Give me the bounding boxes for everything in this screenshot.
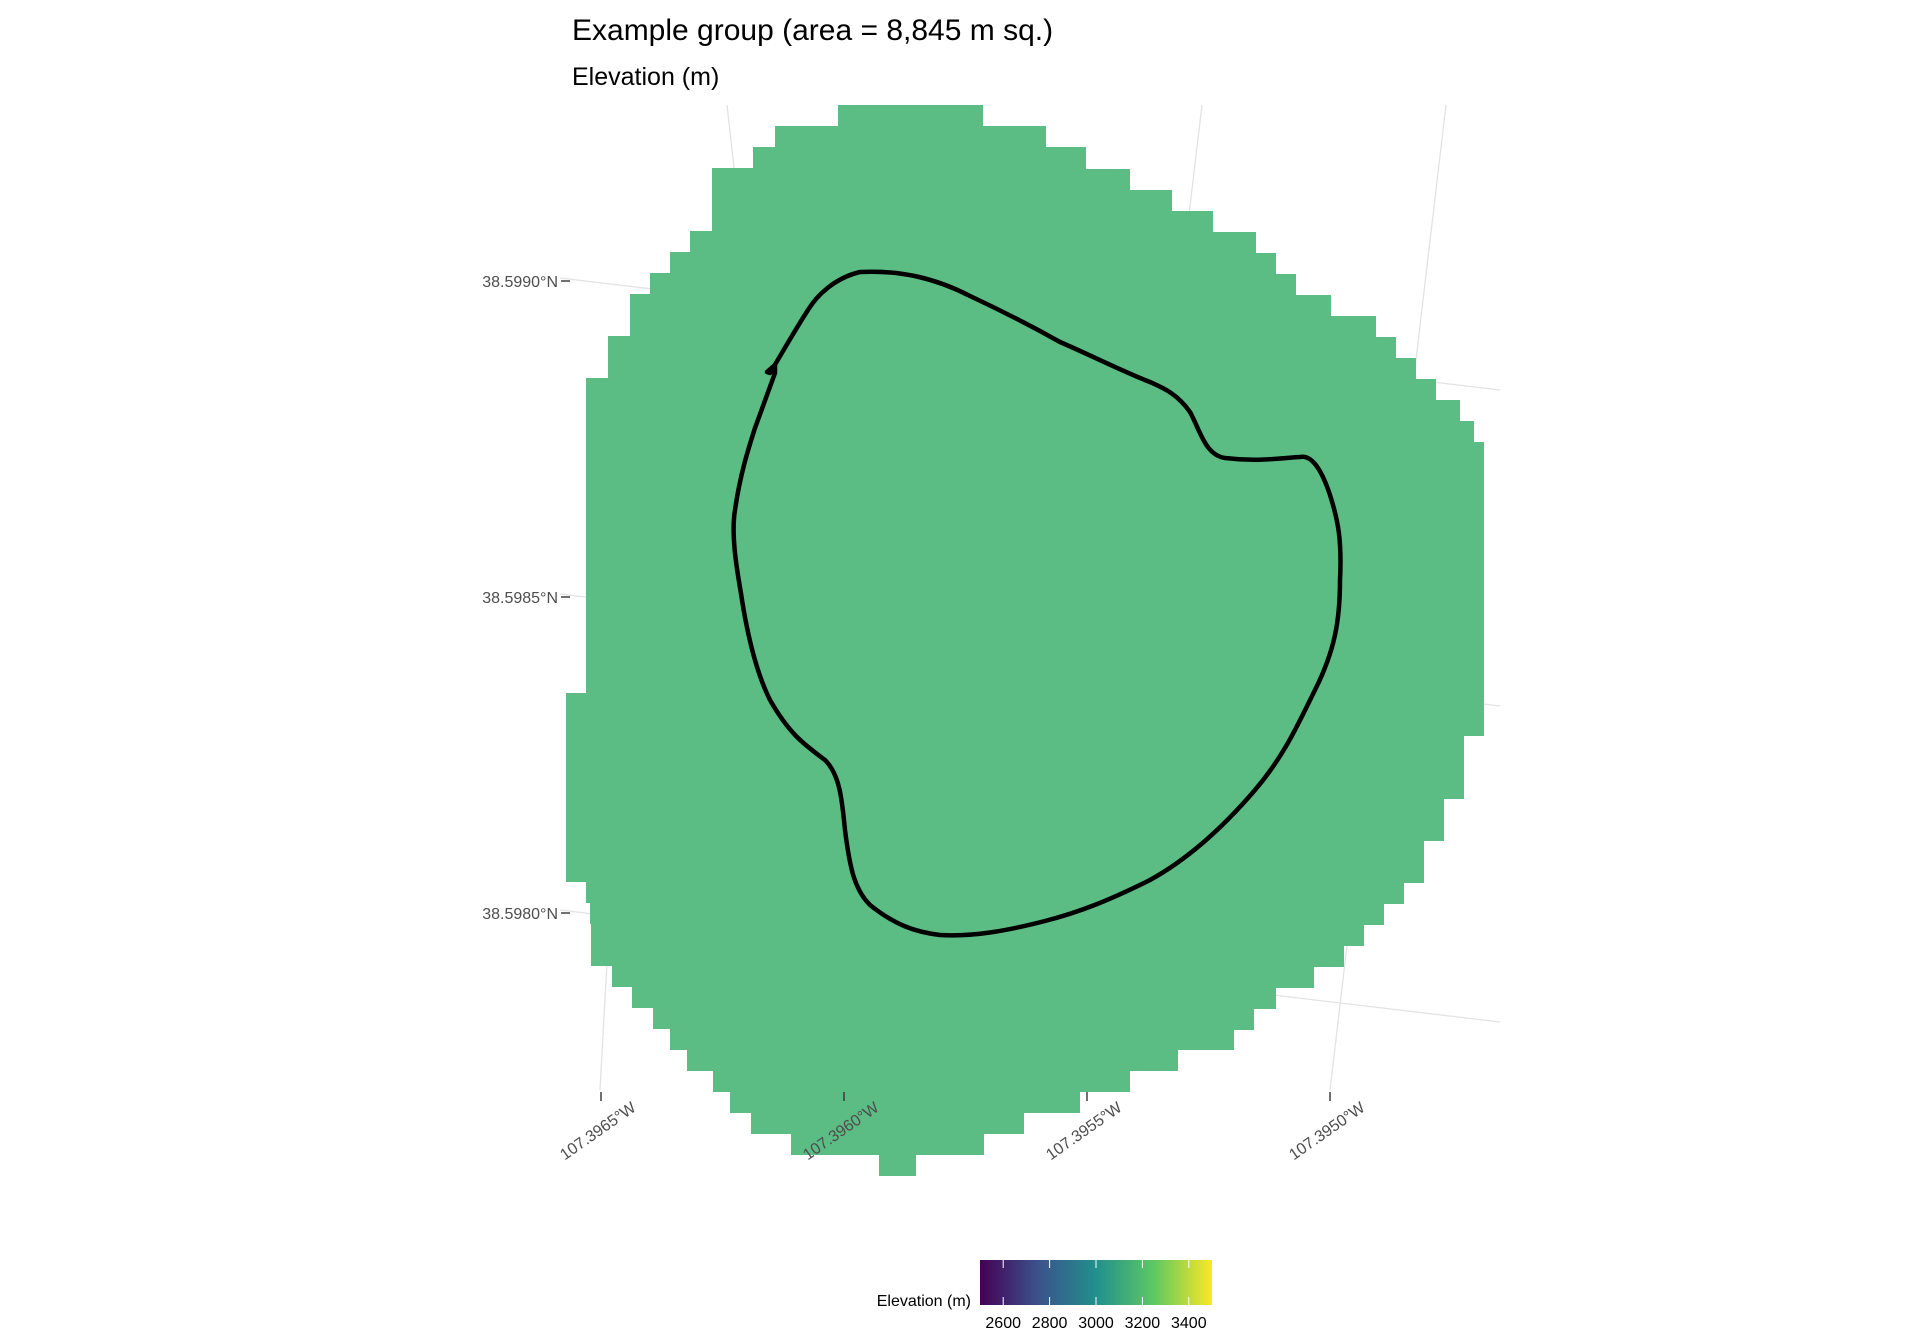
lat-tick-label-3: 38.5980°N [482, 906, 558, 923]
lat-tick-label-2: 38.5985°N [482, 590, 558, 607]
lat-tick-label-1: 38.5990°N [482, 274, 558, 291]
legend-tick-label-5: 3400 [1171, 1315, 1207, 1332]
legend-ticks: 2600 2800 3000 3200 3400 [985, 1260, 1207, 1332]
legend-tick-label-2: 2800 [1032, 1315, 1068, 1332]
legend-tick-label-4: 3200 [1125, 1315, 1161, 1332]
map-subtitle: Elevation (m) [572, 63, 719, 91]
legend-tick-label-3: 3000 [1078, 1315, 1114, 1332]
group-boundary-outline [731, 269, 1343, 938]
latitude-axis: 38.5990°N 38.5985°N 38.5980°N [482, 274, 570, 923]
map-title: Example group (area = 8,845 m sq.) [572, 14, 1053, 47]
lon-tick-label-1: 107.3965°W [557, 1099, 640, 1164]
legend-title: Elevation (m) [877, 1293, 971, 1310]
legend-tick-label-1: 2600 [985, 1315, 1021, 1332]
elevation-legend: Elevation (m) 2600 2800 3000 3200 3400 [877, 1260, 1212, 1332]
lon-tick-label-4: 107.3950°W [1286, 1099, 1369, 1164]
elevation-raster [566, 105, 1484, 1176]
